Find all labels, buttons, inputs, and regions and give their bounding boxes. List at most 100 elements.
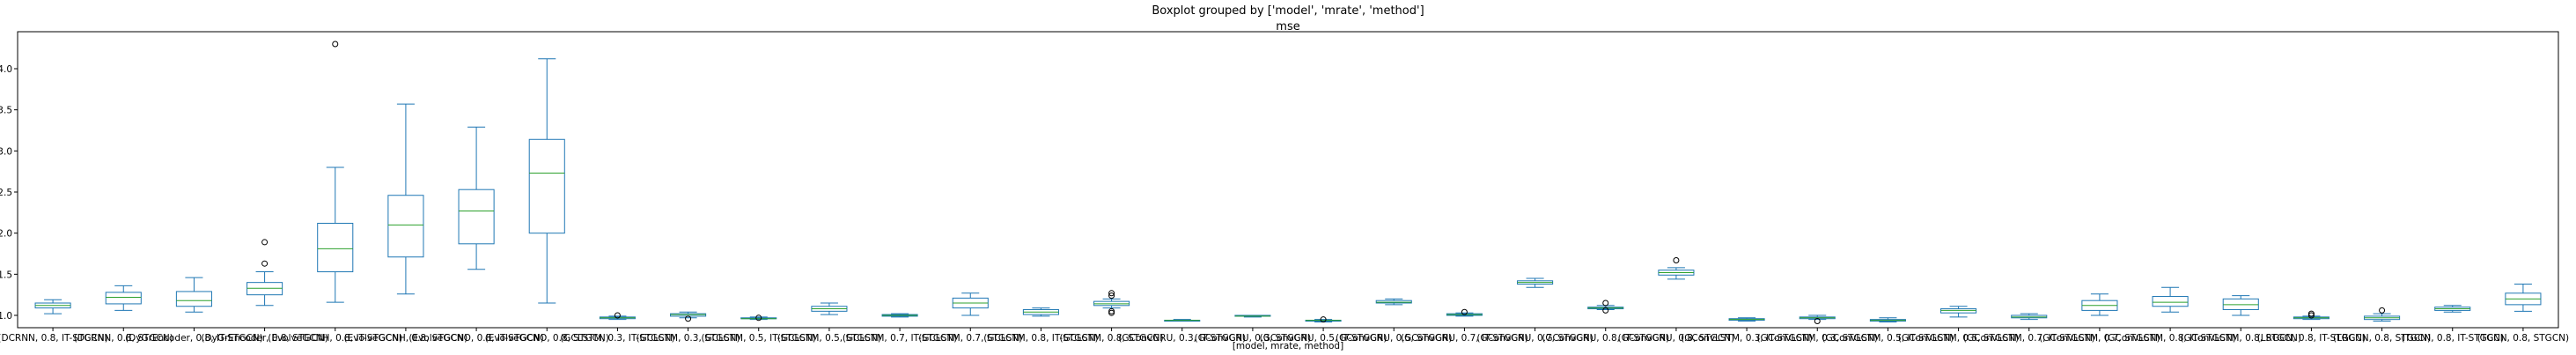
x-tick-label: (GCLSTM, 0.5, IT-STGCN) [702, 333, 816, 344]
x-tick-label: (GConvGRU, 0.7, IT-STGCN) [1401, 333, 1528, 344]
box-group [2505, 284, 2542, 312]
y-tick-label: 2.5 [0, 188, 12, 198]
flier-point [1673, 256, 1680, 263]
flier-point [1602, 300, 1609, 307]
flier-point [1108, 307, 1115, 314]
flier-point [755, 314, 762, 322]
box-group [1940, 306, 1977, 318]
box-group [317, 41, 354, 303]
box-group [387, 103, 424, 295]
flier-point [1814, 318, 1821, 325]
box-iqr [105, 292, 142, 305]
x-tick-label: (GCLSTM, 0.8, IT-STGCN) [983, 333, 1098, 344]
box-group [1093, 290, 1130, 316]
box-group [1587, 300, 1624, 314]
x-tick-label: (GConvLSTM, 0.8, IT-STGCN) [2104, 333, 2236, 344]
box-group [2293, 310, 2329, 321]
box-group [1799, 314, 1836, 325]
box-group [2152, 286, 2189, 313]
x-tick-label: (EvolveGCNO, 0.8, STGCN) [485, 333, 609, 344]
flier-point [1108, 292, 1115, 300]
axes-frame [17, 31, 2559, 329]
flier-point [261, 239, 269, 246]
flier-point [332, 41, 339, 48]
box-group [34, 299, 71, 314]
box-group [952, 292, 989, 316]
x-tick-label: (GConvGRU, 0.3, STGCN) [1195, 333, 1312, 344]
box-group [881, 313, 918, 318]
x-tick-label: (GConvLSTM, 0.7, STGCN) [2039, 333, 2160, 344]
x-tick-label: (DyGrEncoder, 0.8, IT-STGCN) [125, 333, 263, 344]
x-tick-label: (TGCN, 0.8, STGCN) [2477, 333, 2569, 344]
box-group [1234, 314, 1271, 318]
x-tick-label: (GConvGRU, 0.3, IT-STGCN) [1118, 333, 1246, 344]
box-group [1658, 256, 1695, 280]
x-tick-label: (GConvGRU, 0.7, STGCN) [1476, 333, 1593, 344]
box-group [1517, 277, 1554, 288]
box-iqr [175, 291, 212, 307]
boxes-layer [34, 41, 2542, 325]
x-tick-label: (EvolveGCNO, 0.8, IT-STGCN) [408, 333, 543, 344]
x-tick-label: (GConvLSTM, 0.8, STGCN) [2181, 333, 2301, 344]
x-tick-label: (GConvLSTM, 0.5, IT-STGCN) [1822, 333, 1954, 344]
x-tick-label: (GCLSTM, 0.3, STGCN) [637, 333, 740, 344]
box-group [2011, 313, 2048, 321]
flier-point [1108, 290, 1115, 297]
x-tick-label: (DCRNN, 0.8, IT-STGCN) [0, 333, 108, 344]
box-group [458, 126, 495, 270]
x-tick-label: (GConvGRU, 0.5, STGCN) [1336, 333, 1453, 344]
x-tick-label: (GConvGRU, 0.8, STGCN) [1618, 333, 1735, 344]
y-tick-label: 3.0 [0, 146, 12, 157]
x-axis: (DCRNN, 0.8, IT-STGCN)(DCRNN, 0.8, STGCN… [0, 328, 2569, 344]
box-group [1446, 308, 1483, 317]
x-tick-label: (GCLSTM, 0.5, STGCN) [777, 333, 881, 344]
x-tick-label: (GConvGRU, 0.5, IT-STGCN) [1260, 333, 1387, 344]
x-axis-label: [model, mrate, method] [1233, 341, 1343, 351]
box-group [175, 277, 212, 313]
flier-point [2379, 307, 2386, 314]
box-iqr [528, 138, 565, 234]
x-tick-label: (GConvLSTM, 0.3, IT-STGCN) [1681, 333, 1813, 344]
x-tick-label: (GConvLSTM, 0.5, STGCN) [1898, 333, 2019, 344]
x-tick-label: (GConvLSTM, 0.7, IT-STGCN) [1963, 333, 2095, 344]
x-tick-label: (DyGrEncoder, 0.8, STGCN) [201, 333, 328, 344]
x-tick-label: (EvolveGCNH, 0.8, STGCN) [344, 333, 468, 344]
x-tick-label: (GCLSTM, 0.3, IT-STGCN) [560, 333, 674, 344]
y-tick-label: 3.5 [0, 106, 12, 116]
box-group [1305, 316, 1342, 323]
box-iqr [2152, 296, 2189, 307]
x-tick-label: (DCRNN, 0.8, STGCN) [74, 333, 173, 344]
box-group [2364, 307, 2401, 322]
box-group [528, 58, 565, 304]
flier-point [614, 312, 621, 319]
box-iqr [458, 189, 495, 245]
box-iqr [387, 195, 424, 258]
flier-point [685, 315, 692, 322]
y-tick-label: 1.0 [0, 311, 12, 322]
x-tick-label: (GCLSTM, 0.8, STGCN) [1060, 333, 1164, 344]
box-group [1164, 319, 1201, 322]
box-group [1375, 298, 1412, 306]
box-group [740, 314, 777, 322]
box-group [2081, 293, 2118, 316]
flier-point [2307, 312, 2315, 319]
x-tick-label: (GConvLSTM, 0.3, STGCN) [1757, 333, 1878, 344]
x-tick-label: (GCLSTM, 0.7, IT-STGCN) [843, 333, 957, 344]
box-group [1869, 317, 1906, 322]
box-group [1022, 307, 1059, 317]
y-tick-label: 2.0 [0, 229, 12, 240]
box-group [247, 239, 283, 307]
box-group [670, 311, 707, 322]
x-tick-label: (GCLSTM, 0.7, STGCN) [918, 333, 1022, 344]
y-tick-label: 1.5 [0, 270, 12, 280]
flier-point [1108, 309, 1115, 316]
box-group [105, 285, 142, 311]
box-iqr [317, 222, 354, 273]
x-tick-label: (GConvGRU, 0.8, IT-STGCN) [1542, 333, 1669, 344]
x-tick-label: (LRGCN, 0.8, STGCN) [2333, 333, 2431, 344]
x-tick-label: (LRGCN, 0.8, IT-STGCN) [2257, 333, 2366, 344]
box-group [2222, 295, 2259, 316]
x-tick-label: (EvolveGCNH, 0.8, IT-STGCN) [268, 333, 402, 344]
